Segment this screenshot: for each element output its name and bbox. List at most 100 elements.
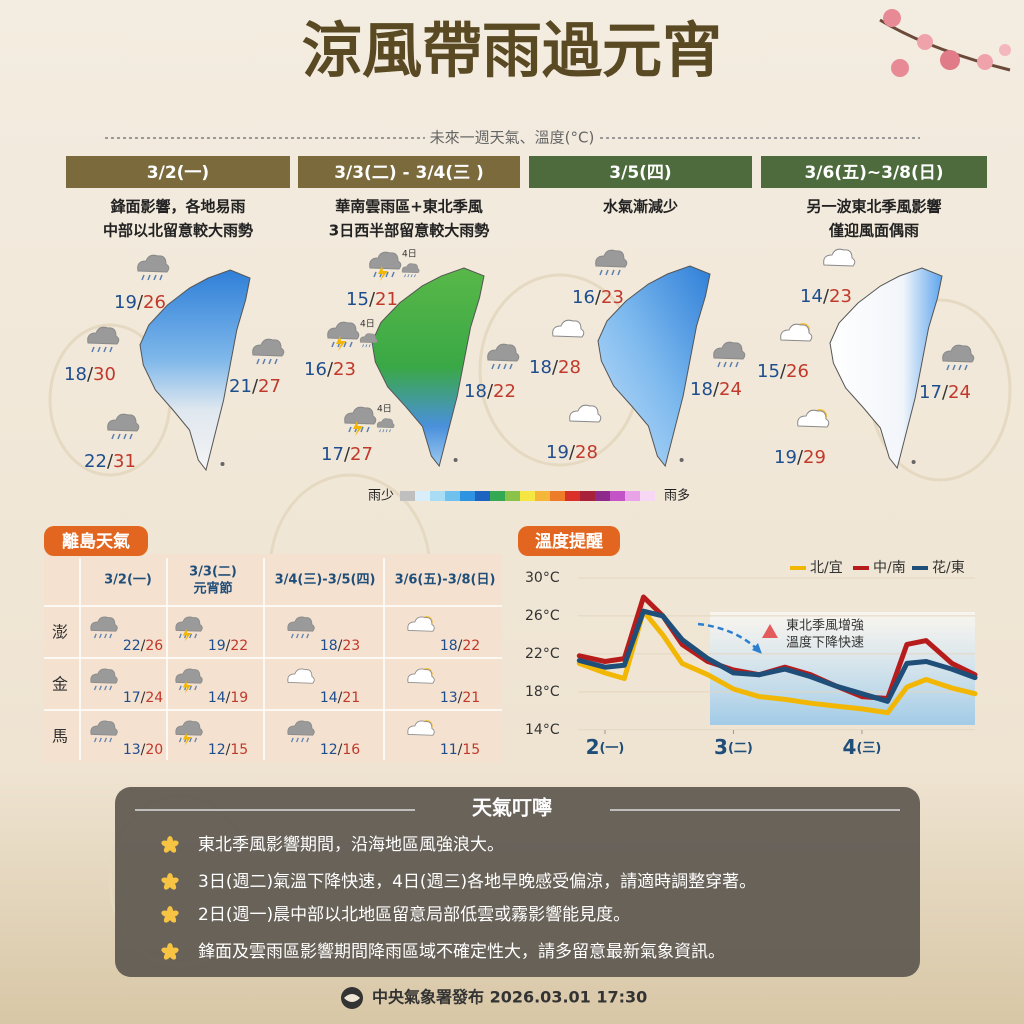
column-header: 3/4(三)-3/5(四) — [275, 573, 376, 588]
cloud — [376, 418, 395, 429]
cloud — [344, 406, 377, 425]
cloud — [401, 263, 420, 274]
island — [220, 462, 225, 466]
bullet — [161, 943, 179, 960]
temperature-part: / — [942, 382, 949, 403]
temperature-part: 22 — [493, 381, 516, 402]
weather-icon — [713, 341, 746, 368]
rain-drop — [306, 633, 310, 639]
day-date: 3/5(四) — [609, 163, 671, 183]
temperature: 18/23 — [320, 638, 360, 654]
island — [911, 460, 916, 464]
day-note: 4日 — [402, 249, 417, 260]
temperature-part: 16 — [342, 742, 360, 758]
rain-drop — [491, 363, 495, 370]
y-tick-label: 18°C — [525, 684, 560, 700]
rain-drop — [343, 341, 347, 348]
temperature-part: / — [487, 381, 494, 402]
temperature-part: / — [141, 742, 146, 758]
cloud — [407, 668, 435, 684]
temperature-part: 28 — [575, 442, 598, 463]
rain-drop — [104, 737, 107, 743]
rain-swatch — [535, 491, 550, 501]
column-header: 3/3(二) — [189, 565, 237, 580]
temperature-part: / — [780, 361, 787, 382]
weather-icon — [252, 338, 285, 365]
cloud — [369, 251, 402, 270]
island-name: 金 — [52, 675, 68, 694]
temperature-part: / — [87, 364, 94, 385]
rain-high: 雨多 — [664, 488, 690, 504]
island — [679, 458, 684, 462]
rain-swatch — [490, 491, 505, 501]
rain-drop — [958, 364, 962, 371]
temperature-part: / — [226, 742, 231, 758]
temperature: 14/23 — [800, 286, 852, 307]
subtitle: 未來一週天氣、溫度(°C) — [430, 129, 595, 147]
column-header: 元宵節 — [193, 581, 232, 597]
taiwan-map — [371, 267, 485, 468]
weather-icon — [942, 344, 975, 371]
rain-drop — [723, 361, 727, 368]
rain-drop — [256, 358, 260, 365]
petal — [161, 947, 172, 955]
temperature: 12/15 — [208, 742, 248, 758]
weather-icon — [407, 667, 435, 684]
day-header — [298, 156, 520, 188]
y-tick-label: 26°C — [525, 608, 560, 624]
temperature-part: 22 — [462, 638, 480, 654]
day-description: 華南雲雨區+東北季風 — [335, 198, 483, 216]
temperature-part: 17 — [321, 444, 344, 465]
rain-drop — [262, 358, 266, 365]
temperature-part: 21 — [342, 690, 360, 706]
temperature-part: 30 — [93, 364, 116, 385]
rain-drop — [189, 685, 192, 691]
rain-drop — [290, 737, 294, 743]
rain-drop — [379, 429, 381, 433]
temperature-part: 20 — [145, 742, 163, 758]
rain-drop — [189, 633, 192, 639]
rain-drop — [93, 633, 97, 639]
cloud — [90, 668, 118, 684]
tip-item: 鋒面及雲雨區影響期間降雨區域不確定性大，請多留意最新氣象資訊。 — [198, 942, 725, 962]
temperature-part: / — [327, 359, 334, 380]
temperature-part: / — [226, 638, 231, 654]
bullet — [161, 906, 179, 923]
rain-drop — [103, 346, 107, 353]
day-description: 水氣漸減少 — [603, 198, 678, 216]
cloud — [713, 341, 746, 360]
bolt — [353, 421, 363, 436]
temperature-part: 31 — [113, 451, 136, 472]
rain-drop — [349, 341, 353, 348]
temperature-part: 12 — [208, 742, 226, 758]
temperature-part: 18 — [690, 379, 713, 400]
cloud — [780, 323, 813, 342]
weather-icon — [359, 333, 378, 348]
legend-label: 北/宜 — [810, 560, 843, 576]
day-description: 另一波東北季風影響 — [806, 198, 941, 216]
weather-icon — [376, 418, 395, 433]
temperature: 19/22 — [208, 638, 248, 654]
rain-drop — [368, 344, 371, 348]
rain-drop — [301, 737, 304, 743]
legend-label: 花/東 — [932, 560, 965, 576]
cloud — [90, 616, 118, 632]
rain-drop — [99, 685, 102, 691]
cloud — [327, 321, 360, 340]
tip-item: 3日(週二)氣溫下降快速，4日(週三)各地早晚感受偏涼，請適時調整穿著。 — [198, 872, 756, 892]
cloud — [287, 720, 315, 736]
rain-drop — [129, 433, 133, 440]
rain-drop — [274, 358, 278, 365]
temperature: 19/28 — [546, 442, 598, 463]
temperature-part: / — [141, 638, 146, 654]
rain-drop — [97, 346, 101, 353]
rain-drop — [109, 633, 113, 639]
cloud — [287, 616, 315, 632]
tips-box — [115, 787, 920, 977]
temperature-part: 19 — [774, 447, 797, 468]
rain-drop — [952, 364, 956, 371]
rain-drop — [91, 346, 95, 353]
rain-swatch — [505, 491, 520, 501]
